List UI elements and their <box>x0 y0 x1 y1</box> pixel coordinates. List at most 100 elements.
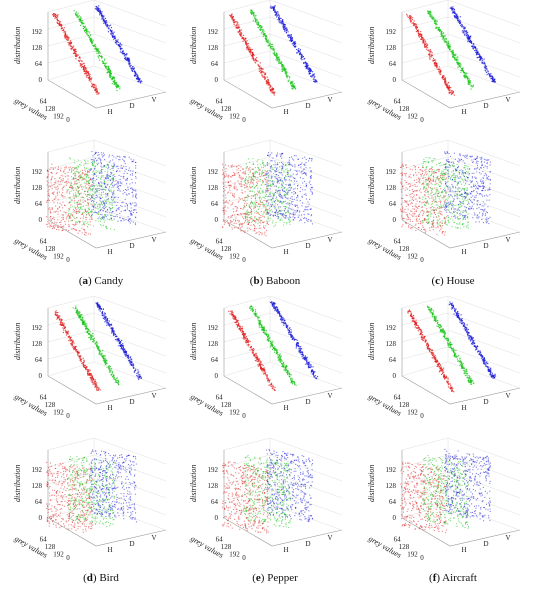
data-point <box>223 212 224 213</box>
data-point <box>111 197 112 198</box>
data-point <box>306 220 307 221</box>
gridline-right <box>94 157 166 183</box>
data-point <box>454 58 455 59</box>
data-point <box>64 167 65 168</box>
data-point <box>285 175 286 176</box>
data-point <box>113 170 114 171</box>
data-point <box>107 71 108 72</box>
y-tick-label: 0 <box>242 116 246 124</box>
data-point <box>444 41 445 42</box>
data-point <box>270 180 271 181</box>
data-point <box>268 172 269 173</box>
z-tick-label: 64 <box>211 200 219 208</box>
data-point <box>270 154 271 155</box>
data-point <box>243 231 244 232</box>
data-point <box>306 198 307 199</box>
data-point <box>456 14 457 15</box>
data-point <box>285 69 286 70</box>
data-point <box>282 214 283 215</box>
data-point <box>425 42 426 43</box>
data-point <box>244 173 245 174</box>
data-point <box>49 227 50 228</box>
data-point <box>440 70 441 71</box>
data-point <box>79 164 80 165</box>
data-point <box>269 163 270 164</box>
data-point <box>68 213 69 214</box>
data-point <box>76 190 77 191</box>
data-point <box>441 34 442 35</box>
data-point <box>77 169 78 170</box>
data-point <box>284 214 285 215</box>
data-point <box>287 202 288 203</box>
data-point <box>236 223 237 224</box>
data-point <box>65 31 66 32</box>
data-point <box>111 27 112 28</box>
data-point <box>246 203 247 204</box>
data-point <box>63 230 64 231</box>
data-point <box>273 46 274 47</box>
data-point <box>472 86 473 87</box>
data-point <box>247 222 248 223</box>
data-point <box>99 158 100 159</box>
data-point <box>240 213 241 214</box>
data-point <box>249 217 250 218</box>
data-point <box>132 71 133 72</box>
data-point <box>123 190 124 191</box>
data-point <box>98 57 99 58</box>
data-point <box>284 187 285 188</box>
data-point <box>61 220 62 221</box>
data-point <box>239 184 240 185</box>
data-point <box>299 170 300 171</box>
data-point <box>74 229 75 230</box>
data-point <box>104 183 105 184</box>
data-point <box>100 166 101 167</box>
data-point <box>72 188 73 189</box>
data-point <box>110 215 111 216</box>
data-point <box>76 209 77 210</box>
data-point <box>276 209 277 210</box>
data-point <box>84 31 85 32</box>
data-point <box>127 180 128 181</box>
data-point <box>98 92 99 93</box>
data-point <box>61 175 62 176</box>
data-point <box>109 71 110 72</box>
data-point <box>282 198 283 199</box>
data-point <box>241 190 242 191</box>
data-point <box>225 195 226 196</box>
data-point <box>243 218 244 219</box>
data-point <box>294 83 295 84</box>
data-point <box>438 29 439 30</box>
data-point <box>310 184 311 185</box>
data-point <box>93 185 94 186</box>
data-point <box>430 11 431 12</box>
data-point <box>74 183 75 184</box>
y-tick-label: 192 <box>53 113 64 121</box>
series-v <box>90 151 137 225</box>
data-point <box>84 224 85 225</box>
data-point <box>245 172 246 173</box>
data-point <box>244 230 245 231</box>
data-point <box>281 183 282 184</box>
data-point <box>227 220 228 221</box>
data-point <box>256 213 257 214</box>
data-point <box>226 200 227 201</box>
data-point <box>98 152 99 153</box>
data-point <box>91 78 92 79</box>
data-point <box>128 58 129 59</box>
data-point <box>100 52 101 53</box>
data-point <box>265 38 266 39</box>
data-point <box>223 174 224 175</box>
data-point <box>89 219 90 220</box>
data-point <box>291 85 292 86</box>
data-point <box>262 163 263 164</box>
data-point <box>450 87 451 88</box>
data-point <box>261 174 262 175</box>
data-point <box>55 196 56 197</box>
data-point <box>112 193 113 194</box>
data-point <box>291 209 292 210</box>
data-point <box>475 48 476 49</box>
data-point <box>291 34 292 35</box>
data-point <box>247 216 248 217</box>
data-point <box>76 195 77 196</box>
data-point <box>109 186 110 187</box>
